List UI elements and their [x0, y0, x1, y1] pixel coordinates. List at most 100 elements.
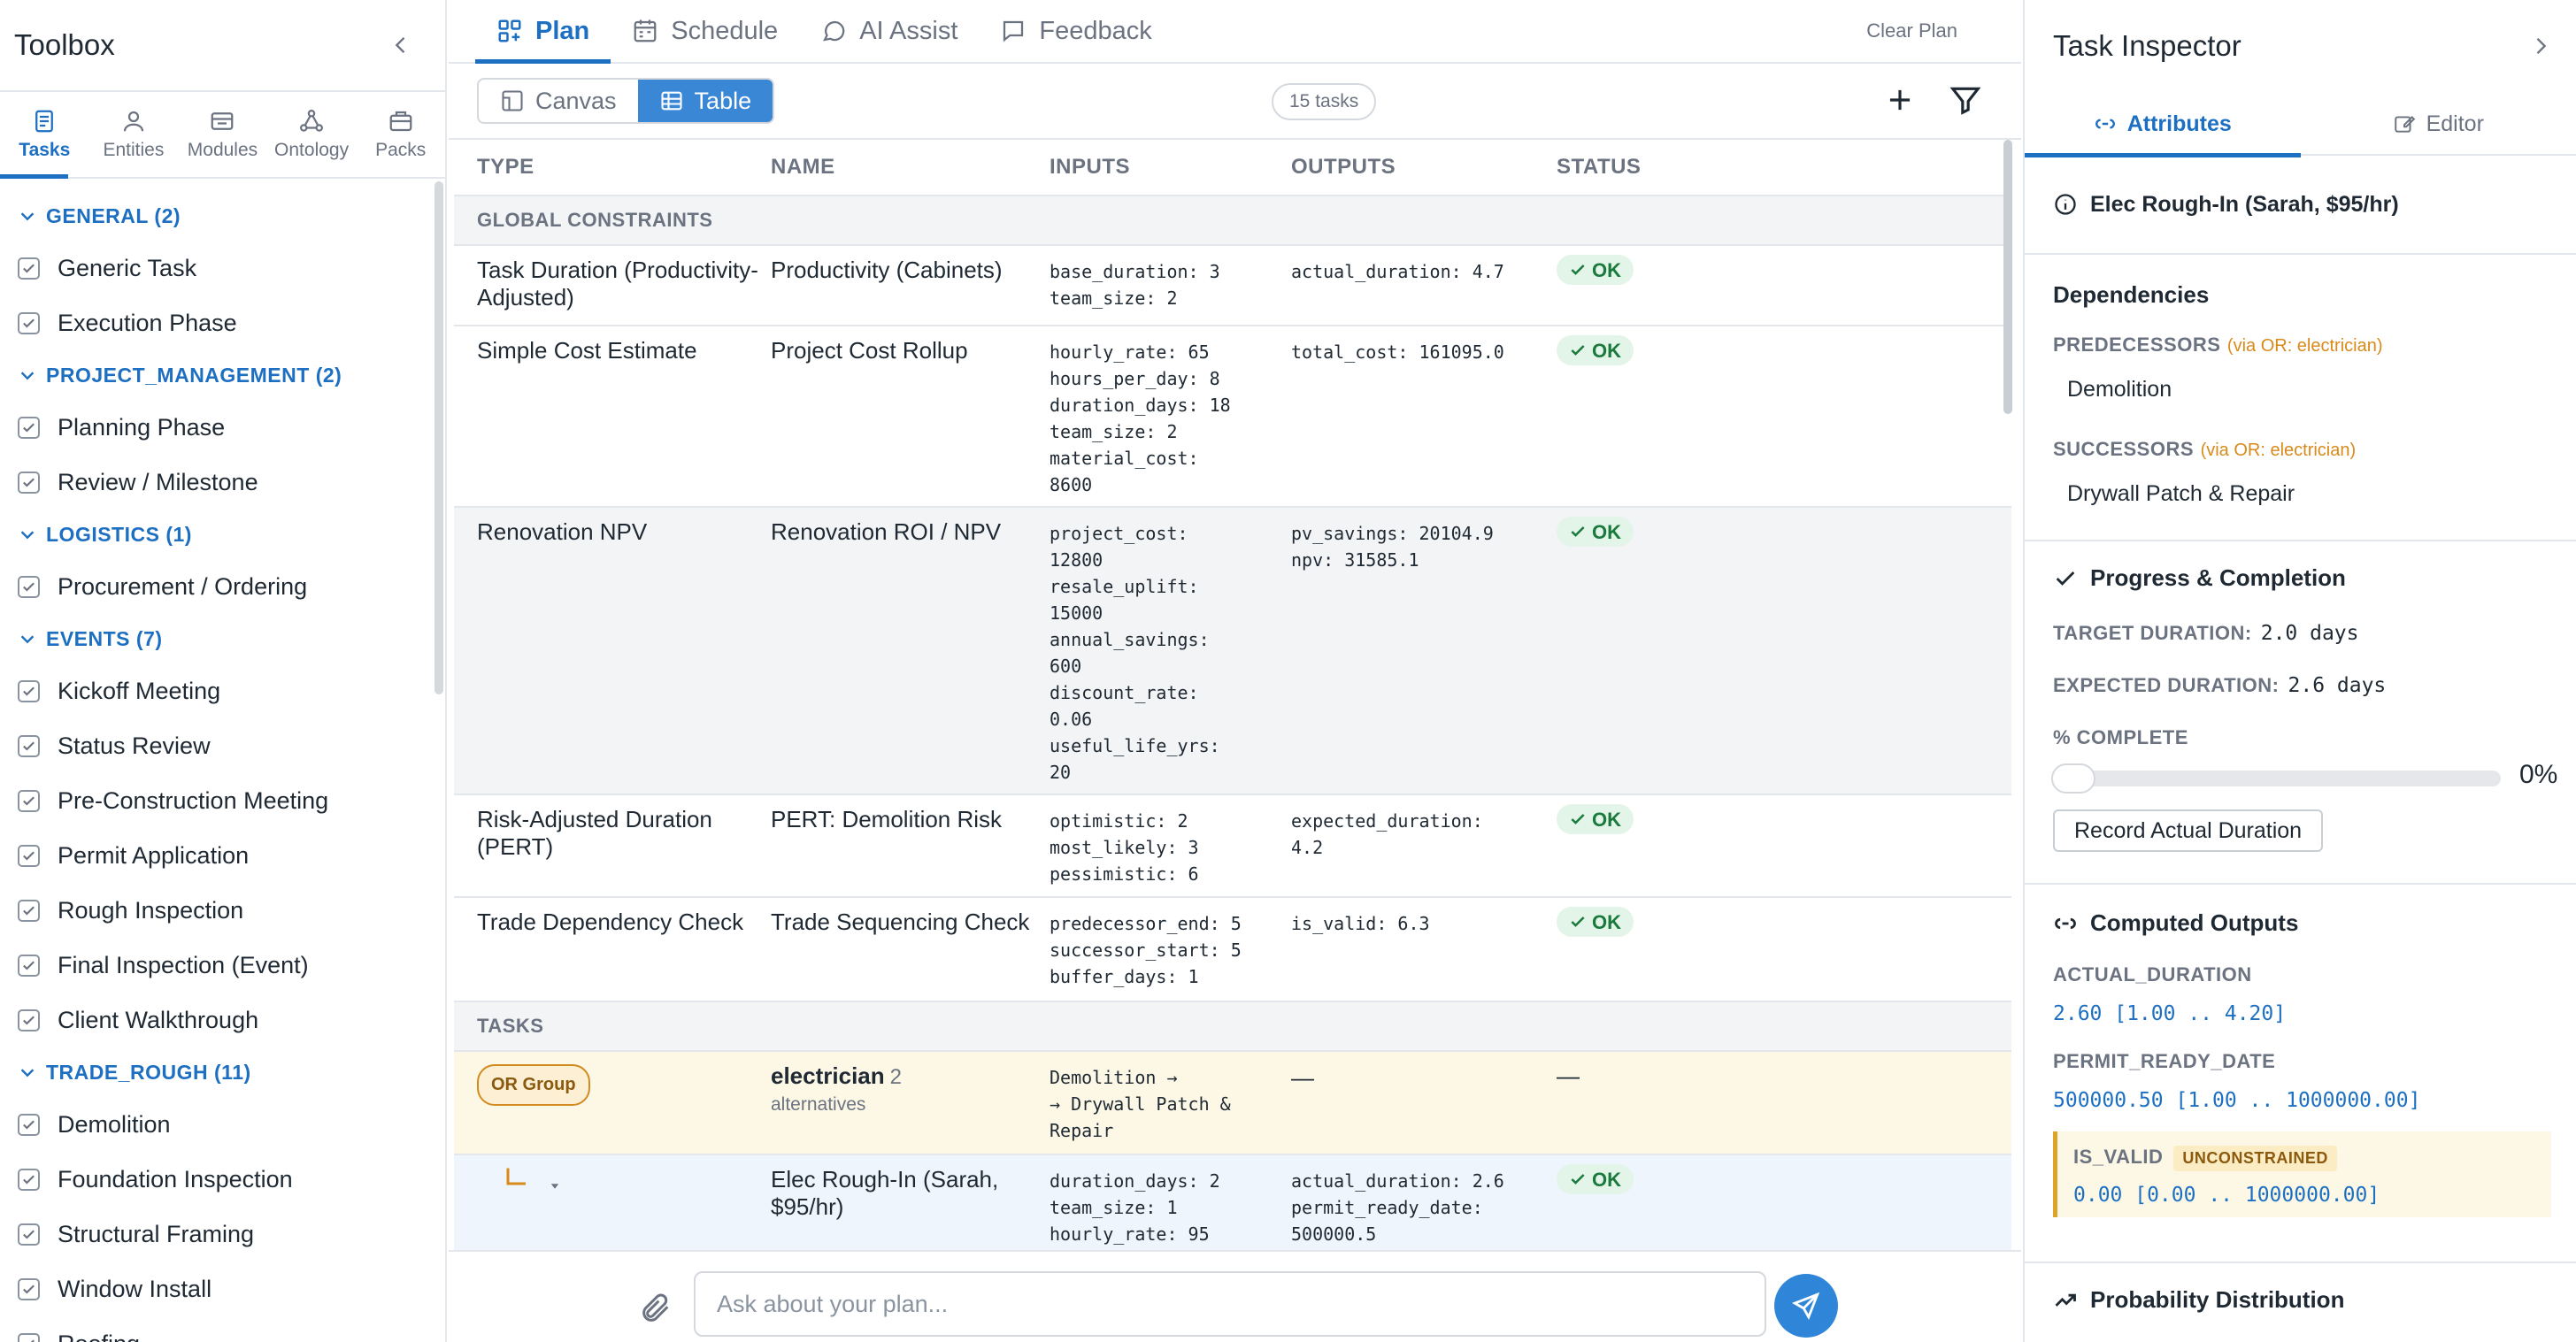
tab-modules[interactable]: Modules — [178, 92, 267, 177]
canvas-view-button[interactable]: Canvas — [479, 80, 638, 122]
toolbox-item[interactable]: Roofing — [0, 1316, 445, 1342]
status-text: OK — [1592, 258, 1621, 281]
tab-ontology[interactable]: Ontology — [267, 92, 357, 177]
toolbox-item-label: Planning Phase — [58, 413, 226, 441]
inputs-cell: base_duration: 3 team_size: 2 — [1050, 261, 1220, 309]
col-name-header[interactable]: NAME — [771, 155, 835, 179]
toolbox-item[interactable]: Status Review — [0, 718, 445, 773]
toolbox-item-label: Review / Milestone — [58, 468, 258, 495]
tab-feedback[interactable]: Feedback — [979, 0, 1173, 62]
category-header[interactable]: GENERAL (2) — [0, 191, 445, 241]
inspected-task-name: Elec Rough-In (Sarah, $95/hr) — [2090, 191, 2399, 217]
checkbox-icon — [18, 1277, 40, 1300]
toolbox-scrollbar[interactable] — [434, 181, 443, 694]
toolbox-item[interactable]: Procurement / Ordering — [0, 559, 445, 614]
category-label: EVENTS (7) — [46, 626, 163, 650]
or-group-row[interactable]: OR Group electrician 2 alternatives Demol… — [454, 1052, 2011, 1155]
toolbox-item[interactable]: Demolition — [0, 1097, 445, 1152]
category-header[interactable]: EVENTS (7) — [0, 614, 445, 663]
toolbox-title: Toolbox — [14, 28, 115, 61]
predecessor-link[interactable]: Demolition — [2067, 377, 2172, 402]
toolbox-item[interactable]: Planning Phase — [0, 400, 445, 455]
collapse-toolbox-icon[interactable] — [383, 27, 419, 63]
category-header[interactable]: TRADE_ROUGH (11) — [0, 1047, 445, 1097]
toolbox-tabs: Tasks Entities Modules Ontology Packs — [0, 92, 445, 179]
alternative-inputs: duration_days: 2 team_size: 1 hourly_rat… — [1050, 1170, 1220, 1245]
chevron-right-icon[interactable] — [2528, 34, 2553, 58]
tab-editor[interactable]: Editor — [2301, 92, 2576, 156]
table-view-button[interactable]: Table — [637, 80, 773, 122]
tab-plan[interactable]: Plan — [475, 0, 611, 64]
actual-duration-value: 2.60 [1.00 .. 4.20] — [2053, 1002, 2287, 1025]
toolbox-item-label: Client Walkthrough — [58, 1006, 259, 1033]
tab-ai-assist[interactable]: AI Assist — [799, 0, 979, 62]
caret-down-icon[interactable] — [549, 1180, 561, 1192]
toolbox-item[interactable]: Review / Milestone — [0, 455, 445, 510]
toolbox-item[interactable]: Window Install — [0, 1261, 445, 1316]
toolbox-item[interactable]: Rough Inspection — [0, 883, 445, 938]
table-row[interactable]: Renovation NPV Renovation ROI / NPV projec… — [454, 508, 2011, 795]
toolbox-item[interactable]: Structural Framing — [0, 1207, 445, 1261]
table-row[interactable]: Task Duration (Productivity-Adjusted) Pro… — [454, 246, 2011, 326]
tab-schedule[interactable]: Schedule — [611, 0, 799, 62]
status-text: OK — [1592, 808, 1621, 831]
toolbox-item[interactable]: Kickoff Meeting — [0, 663, 445, 718]
inspector-tabs: Attributes Editor — [2025, 92, 2576, 157]
col-status-header[interactable]: STATUS — [1557, 155, 1642, 179]
table-row[interactable]: Risk-Adjusted Duration (PERT) PERT: Demol… — [454, 795, 2011, 898]
table-scrollbar[interactable] — [2003, 140, 2012, 414]
global-rows: Task Duration (Productivity-Adjusted) Pro… — [454, 246, 2011, 1002]
successor-link[interactable]: Drywall Patch & Repair — [2067, 481, 2295, 506]
tab-packs[interactable]: Packs — [356, 92, 445, 177]
toolbox-item[interactable]: Execution Phase — [0, 295, 445, 350]
category-header[interactable]: PROJECT_MANAGEMENT (2) — [0, 350, 445, 400]
pack-icon — [389, 111, 412, 132]
status-cell: OK — [1557, 246, 1672, 325]
col-outputs-header[interactable]: OUTPUTS — [1291, 155, 1396, 179]
paperclip-icon[interactable] — [638, 1291, 673, 1326]
slider-handle[interactable] — [2051, 763, 2095, 794]
toolbox-list: GENERAL (2) Generic Task Execution Phase PR… — [0, 179, 445, 1342]
chat-input[interactable]: Ask about your plan... — [694, 1271, 1766, 1337]
toolbox-item-label: Foundation Inspection — [58, 1165, 293, 1192]
tab-ontology-label: Ontology — [274, 140, 350, 160]
toolbox-item[interactable]: Client Walkthrough — [0, 993, 445, 1047]
person-icon — [123, 111, 144, 132]
unconstrained-badge: UNCONSTRAINED — [2173, 1146, 2337, 1171]
tab-attributes[interactable]: Attributes — [2025, 92, 2301, 157]
toolbox-item[interactable]: Foundation Inspection — [0, 1152, 445, 1207]
status-cell: OK — [1557, 326, 1672, 506]
section-tasks: TASKS — [454, 1002, 2011, 1052]
tab-tasks[interactable]: Tasks — [0, 92, 89, 179]
percent-complete-slider[interactable] — [2051, 763, 2501, 794]
col-type-header[interactable]: TYPE — [477, 155, 534, 179]
toolbox-item[interactable]: Pre-Construction Meeting — [0, 773, 445, 828]
view-toggle: Canvas Table — [477, 78, 775, 124]
category-header[interactable]: LOGISTICS (1) — [0, 510, 445, 559]
tab-feedback-label: Feedback — [1039, 16, 1152, 45]
permit-ready-date-value: 500000.50 [1.00 .. 1000000.00] — [2053, 1089, 2421, 1112]
clear-plan-button[interactable]: Clear Plan — [1866, 19, 1957, 42]
filter-icon[interactable] — [1949, 83, 1982, 117]
alternative-row[interactable]: Elec Rough-In (Sarah, $95/hr) duration_d… — [454, 1155, 2011, 1250]
probability-section: Probability Distribution — [2025, 1263, 2576, 1314]
add-icon[interactable] — [1883, 83, 1917, 117]
send-button[interactable] — [1774, 1274, 1838, 1338]
status-cell: OK — [1557, 898, 1672, 1001]
tab-modules-label: Modules — [187, 140, 258, 160]
toolbox-item[interactable]: Generic Task — [0, 241, 445, 295]
computed-outputs-section: Computed Outputs ACTUAL_DURATION 2.60 [1… — [2025, 885, 2576, 1263]
inspector-header: Task Inspector — [2025, 0, 2576, 92]
chat-icon — [823, 20, 845, 42]
successors-label: SUCCESSORS — [2053, 438, 2195, 460]
table-row[interactable]: Simple Cost Estimate Project Cost Rollup h… — [454, 326, 2011, 508]
name-cell: Trade Sequencing Check — [771, 909, 1030, 935]
record-actual-duration-button[interactable]: Record Actual Duration — [2053, 809, 2324, 852]
toolbox-item[interactable]: Permit Application — [0, 828, 445, 883]
toolbox-item[interactable]: Final Inspection (Event) — [0, 938, 445, 993]
progress-title: Progress & Completion — [2090, 564, 2346, 591]
col-inputs-header[interactable]: INPUTS — [1050, 155, 1131, 179]
tab-entities[interactable]: Entities — [89, 92, 179, 177]
table-row[interactable]: Trade Dependency Check Trade Sequencing C… — [454, 898, 2011, 1002]
expected-duration-row: EXPECTED DURATION: 2.6 days — [2053, 671, 2551, 698]
